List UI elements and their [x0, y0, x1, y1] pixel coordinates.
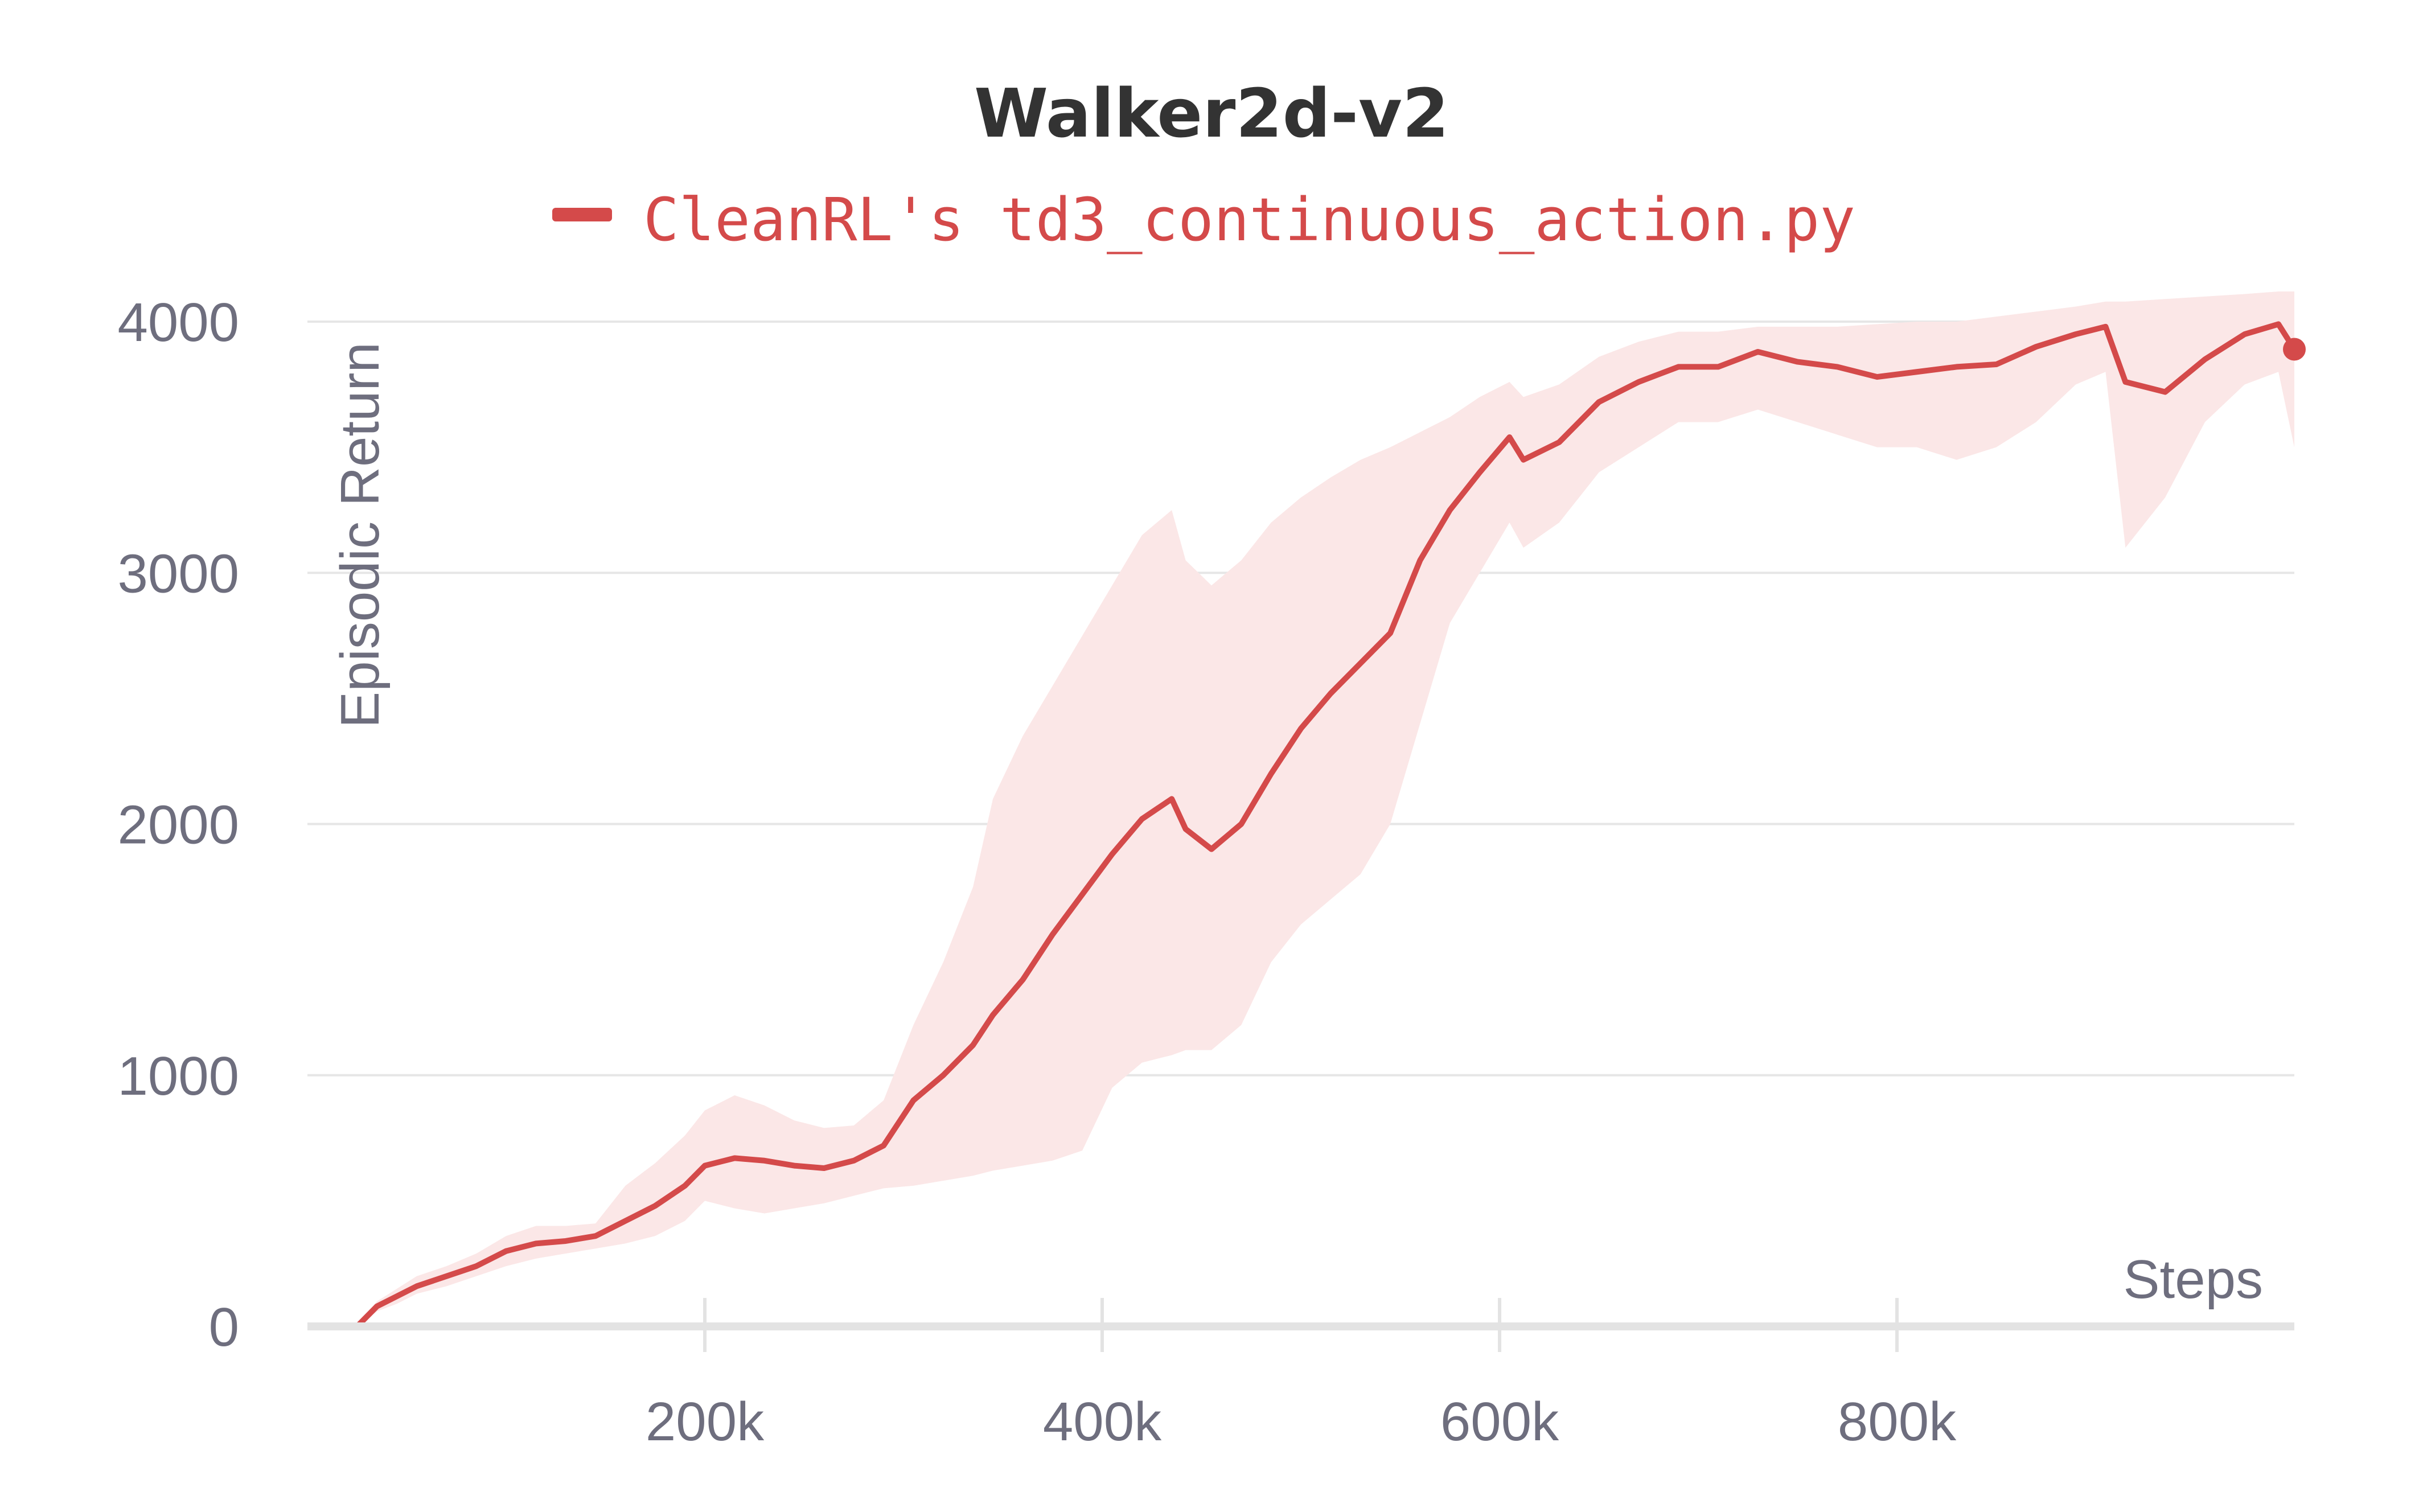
y-tick-label: 3000: [117, 543, 239, 604]
legend-swatch: [552, 208, 612, 221]
y-tick-label: 0: [209, 1297, 239, 1358]
x-axis-ticks: 200k 400k 600k 800k: [646, 1298, 1957, 1452]
x-axis-label: Steps: [2124, 1249, 2263, 1310]
y-tick-label: 4000: [117, 292, 239, 353]
y-tick-label: 2000: [117, 795, 239, 856]
legend[interactable]: CleanRL's td3_continuous_action.py: [552, 185, 1855, 254]
x-tick-label: 600k: [1440, 1391, 1559, 1452]
y-axis-label: Episodic Return: [330, 342, 391, 728]
legend-label: CleanRL's td3_continuous_action.py: [643, 185, 1855, 254]
x-tick-label: 800k: [1838, 1391, 1957, 1452]
y-axis-ticks: 0 1000 2000 3000 4000: [117, 292, 239, 1358]
series-line-layer: [354, 321, 2306, 1329]
x-tick-label: 400k: [1043, 1391, 1162, 1452]
chart-title: Walker2d-v2: [974, 74, 1449, 153]
confidence-band-layer: [357, 291, 2294, 1326]
series-line: [354, 321, 2297, 1329]
x-tick-label: 200k: [646, 1391, 765, 1452]
series-confidence-band: [357, 291, 2294, 1326]
y-tick-label: 1000: [117, 1046, 239, 1107]
series-end-point[interactable]: [2283, 338, 2306, 361]
